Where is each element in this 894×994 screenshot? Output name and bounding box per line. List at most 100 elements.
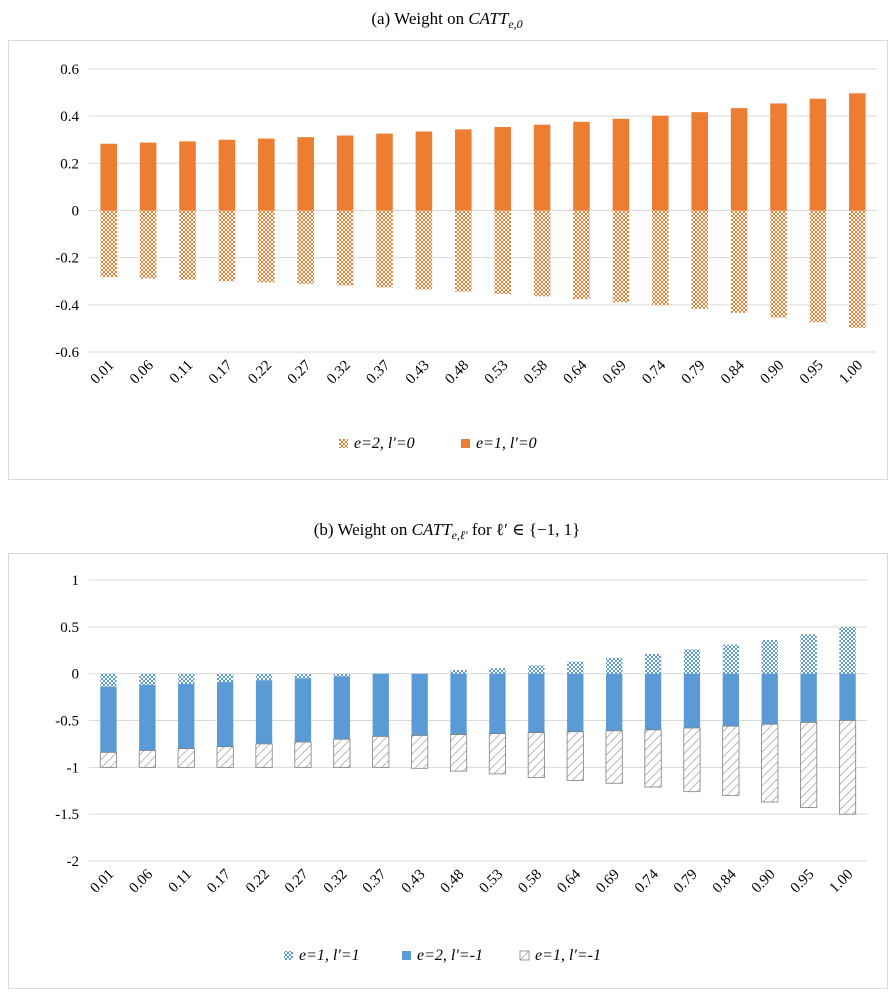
chart-a-frame: 0.6 0.4 0.2 0 -0.2 -0.4 -0.6 0.01 0.06 0.11 0.17 0.… <box>8 40 888 480</box>
bar-e-1-l-1-0.11 <box>178 673 195 684</box>
x-tick-label: 0.58 <box>521 358 551 388</box>
legend-label: e=2, l′=0 <box>354 435 415 452</box>
x-tick-label: 0.64 <box>560 357 590 387</box>
x-tick-label: 0.11 <box>166 867 195 896</box>
bar-e-1-l-1-0.74 <box>644 729 662 788</box>
chart-b: 1 0.5 0 -0.5 -1 -1.5 -2 0.01 0.06 0.11 0.17 0.22 0.2… <box>55 573 867 964</box>
bar-e-1-l-1-0.17 <box>216 746 234 768</box>
y-tick-label: -0.2 <box>55 251 79 267</box>
bar-e-1-l-1-0.01 <box>100 673 117 687</box>
y-tick-label: -0.5 <box>55 714 79 730</box>
x-tick-label: 0.11 <box>167 358 196 387</box>
x-tick-label: 0.79 <box>679 358 709 388</box>
legend-label: e=2, l′=-1 <box>417 947 483 964</box>
bar-e-1-l-0-0.22 <box>258 138 275 211</box>
bar-e-1-l-1-0.58 <box>528 665 545 674</box>
y-tick-label: -0.4 <box>55 298 79 314</box>
bar-e-1-l-1-0.27 <box>294 741 312 768</box>
bar-e-1-l-1-0.69 <box>605 657 623 674</box>
bar-e-1-l-0-0.06 <box>139 142 157 211</box>
x-tick-label: 0.95 <box>797 358 827 388</box>
bar-e-2-l-0-0.48 <box>455 210 472 292</box>
bar-e-2-l-0-1.00 <box>849 210 866 328</box>
chart-a-title-math: CATT <box>468 9 509 28</box>
bar-e-2-l-1-0.37 <box>372 673 389 737</box>
bar-e-2-l-0-0.32 <box>336 210 354 286</box>
bar-e-1-l-1-0.69 <box>605 730 623 784</box>
bar-e-2-l-1-0.06 <box>139 684 156 751</box>
bar-e-1-l-0-0.01 <box>100 143 117 211</box>
bar-e-1-l-0-0.79 <box>691 112 708 211</box>
bar-e-1-l-1-0.90 <box>761 723 779 803</box>
legend-swatch <box>519 950 530 961</box>
y-tick-label: -1 <box>67 760 80 776</box>
bar-e-2-l-1-0.58 <box>528 673 545 733</box>
bar-e-1-l-0-1.00 <box>849 93 866 211</box>
bar-e-2-l-1-0.64 <box>567 673 584 732</box>
bar-e-2-l-0-0.74 <box>652 210 669 306</box>
bar-e-1-l-0-0.27 <box>297 137 314 211</box>
bar-e-1-l-1-0.06 <box>139 673 156 685</box>
chart-b-title-prefix: (b) Weight on <box>313 520 412 539</box>
bar-e-2-l-1-0.69 <box>605 673 623 731</box>
bar-e-2-l-1-0.84 <box>722 673 740 727</box>
bar-e-1-l-1-0.32 <box>333 673 351 677</box>
bar-e-2-l-0-0.17 <box>218 210 236 282</box>
bar-e-2-l-0-0.01 <box>100 210 117 278</box>
x-tick-label: 0.79 <box>671 867 701 897</box>
bar-e-1-l-0-0.48 <box>455 129 472 211</box>
bar-e-2-l-1-0.79 <box>683 673 701 728</box>
bar-e-1-l-1-0.74 <box>644 653 662 674</box>
bar-e-1-l-1-0.06 <box>138 750 156 768</box>
bar-e-2-l-0-0.53 <box>494 210 511 294</box>
bar-e-2-l-0-0.79 <box>691 210 708 309</box>
bar-e-2-l-0-0.37 <box>376 210 393 288</box>
y-tick-label: -1.5 <box>55 807 79 823</box>
y-tick-label: 0.6 <box>60 62 79 78</box>
bar-e-1-l-1-0.53 <box>488 733 507 775</box>
bar-e-1-l-1-0.64 <box>567 661 584 674</box>
chart-b-title-math: CATT <box>411 520 452 539</box>
bar-e-1-l-1-0.79 <box>683 649 701 674</box>
bar-e-1-l-1-0.37 <box>372 736 390 768</box>
bar-e-1-l-0-0.95 <box>809 98 827 211</box>
bar-e-2-l-1-0.43 <box>411 673 428 736</box>
bar-e-1-l-0-0.69 <box>612 118 630 211</box>
bar-e-1-l-0-0.17 <box>218 139 236 211</box>
legend-swatch <box>461 439 470 448</box>
bar-e-2-l-1-0.27 <box>294 678 312 743</box>
bar-e-2-l-1-0.74 <box>644 673 662 730</box>
bar-e-2-l-0-0.22 <box>258 210 275 283</box>
x-tick-label: 0.22 <box>243 867 273 897</box>
x-tick-label: 0.90 <box>757 358 787 388</box>
legend-swatch <box>402 951 411 960</box>
x-tick-label: 0.01 <box>87 867 117 897</box>
bar-e-2-l-1-0.11 <box>178 683 195 749</box>
bar-e-2-l-0-0.58 <box>533 210 551 297</box>
x-tick-label: 0.48 <box>442 358 472 388</box>
y-tick-label: 0.4 <box>60 109 79 125</box>
bar-e-2-l-0-0.64 <box>573 210 590 300</box>
x-tick-label: 0.27 <box>285 357 315 387</box>
bar-e-2-l-1-0.01 <box>100 686 117 753</box>
bar-e-1-l-1-1.00 <box>838 720 857 815</box>
bar-e-1-l-0-0.58 <box>533 124 551 211</box>
bar-e-1-l-1-0.22 <box>255 673 273 681</box>
bar-e-1-l-1-0.53 <box>489 668 506 674</box>
bar-e-2-l-1-0.32 <box>333 676 351 740</box>
chart-b-title-subscript: e,ℓ′ <box>451 528 468 542</box>
bar-e-1-l-1-0.79 <box>683 727 701 793</box>
bar-e-2-l-0-0.95 <box>809 210 827 323</box>
bar-e-2-l-0-0.11 <box>179 210 196 280</box>
bar-e-1-l-1-0.95 <box>800 634 817 674</box>
x-tick-label: 0.32 <box>324 358 354 388</box>
x-tick-label: 0.27 <box>282 866 312 896</box>
x-tick-label: 0.64 <box>554 866 584 896</box>
bar-e-1-l-0-0.74 <box>652 115 669 211</box>
bar-e-1-l-1-0.90 <box>761 639 778 674</box>
bar-e-1-l-1-0.84 <box>722 644 740 674</box>
x-tick-label: 0.06 <box>127 357 157 387</box>
chart-a-title: (a) Weight on CATTe,0 <box>0 8 894 35</box>
x-tick-label: 0.74 <box>632 866 662 896</box>
x-tick-label: 0.43 <box>399 867 429 897</box>
